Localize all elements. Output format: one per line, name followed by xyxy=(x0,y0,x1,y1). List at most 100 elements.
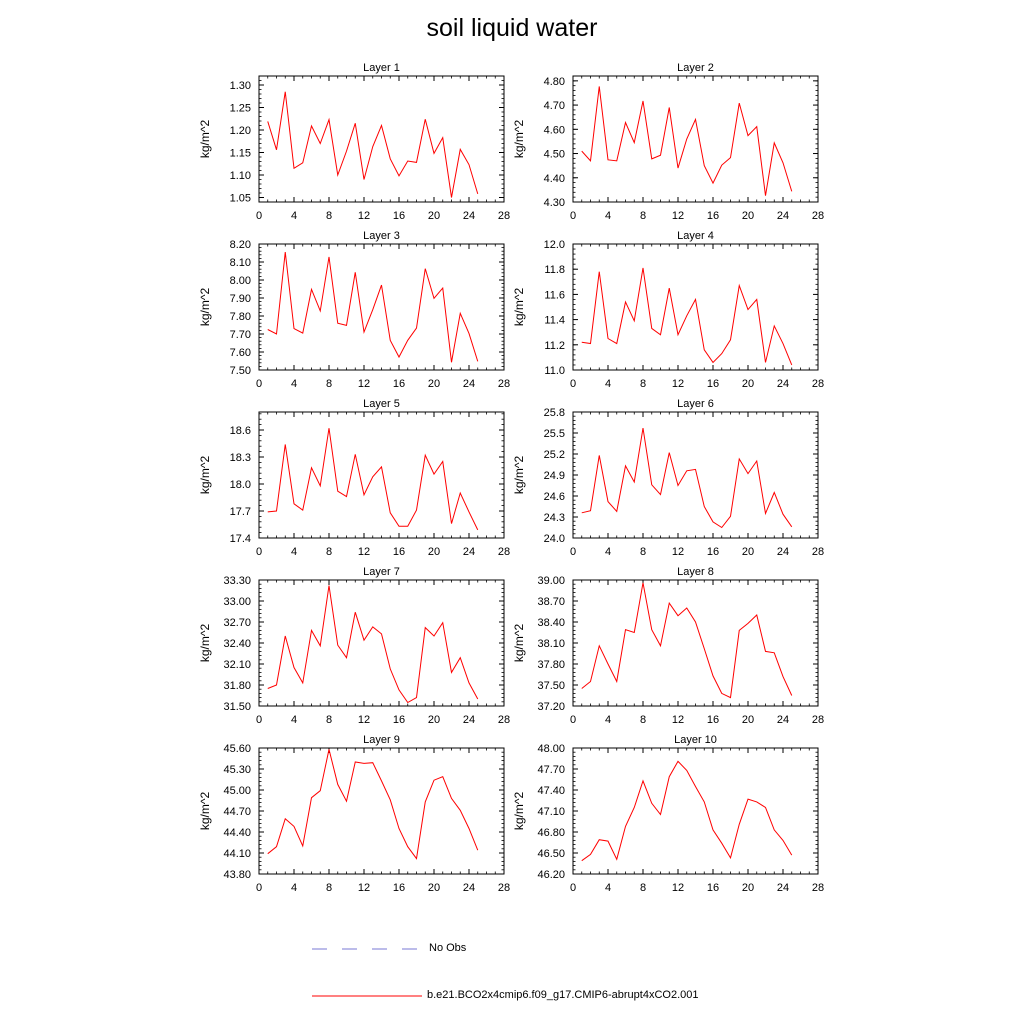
x-tick-label: 20 xyxy=(742,210,754,222)
x-tick-label: 12 xyxy=(358,378,370,390)
x-tick-label: 20 xyxy=(428,882,440,894)
panel-title: Layer 5 xyxy=(363,398,400,410)
layer-3-panel: Layer 3 0 4 8 12 16 20 24 28 7.50 7.60 7.70 7.80 7.90… xyxy=(198,230,510,390)
panel-title: Layer 2 xyxy=(677,62,714,74)
y-tick-label: 1.30 xyxy=(230,80,251,92)
x-tick-label: 16 xyxy=(393,210,405,222)
plot-frame xyxy=(258,411,505,539)
y-tick-label: 38.10 xyxy=(537,638,565,650)
x-tick-label: 8 xyxy=(640,882,646,894)
x-tick-label: 28 xyxy=(812,378,824,390)
y-tick-label: 32.40 xyxy=(223,638,251,650)
y-tick-label: 38.70 xyxy=(537,596,565,608)
x-tick-label: 16 xyxy=(393,714,405,726)
x-tick-label: 24 xyxy=(777,882,789,894)
series-line-1 xyxy=(267,585,479,704)
x-tick-label: 8 xyxy=(640,378,646,390)
x-tick-label: 24 xyxy=(463,378,475,390)
x-tick-label: 0 xyxy=(570,882,576,894)
y-tick-label: 32.70 xyxy=(223,617,251,629)
y-tick-label: 45.00 xyxy=(223,785,251,797)
legend-no-obs-label: No Obs xyxy=(429,942,467,954)
y-tick-label: 4.50 xyxy=(544,149,565,161)
layer-7-panel: Layer 7 0 4 8 12 16 20 24 28 31.50 31.80 32.10 32.40… xyxy=(198,566,510,726)
layer-2-panel: Layer 2 0 4 8 12 16 20 24 28 4.30 4.40 4.50 4.60 4.70… xyxy=(512,62,824,222)
y-tick-label: 7.80 xyxy=(230,311,251,323)
x-tick-label: 16 xyxy=(393,546,405,558)
y-tick-label: 46.20 xyxy=(537,869,565,881)
x-tick-label: 28 xyxy=(498,882,510,894)
x-tick-label: 12 xyxy=(672,714,684,726)
x-tick-label: 12 xyxy=(672,210,684,222)
x-tick-label: 12 xyxy=(358,714,370,726)
y-tick-label: 11.2 xyxy=(544,340,565,352)
y-tick-label: 1.25 xyxy=(230,103,251,115)
layer-9-panel: Layer 9 0 4 8 12 16 20 24 28 43.80 44.10 44.40 44.70… xyxy=(198,734,510,894)
panel-title: Layer 1 xyxy=(363,62,400,74)
y-axis-label: kg/m^2 xyxy=(198,120,212,159)
x-tick-label: 28 xyxy=(498,546,510,558)
y-tick-label: 4.60 xyxy=(544,124,565,136)
panel-title: Layer 7 xyxy=(363,566,400,578)
x-tick-label: 12 xyxy=(672,882,684,894)
x-tick-label: 0 xyxy=(256,546,262,558)
x-tick-label: 28 xyxy=(812,546,824,558)
x-tick-label: 28 xyxy=(812,882,824,894)
legend-model-run-swatch xyxy=(312,995,422,997)
x-tick-label: 12 xyxy=(358,882,370,894)
layer-1-panel: Layer 1 0 4 8 12 16 20 24 28 1.05 1.10 1.15 1.20 1.25… xyxy=(198,62,510,222)
y-tick-label: 45.60 xyxy=(223,743,251,755)
x-tick-label: 24 xyxy=(463,882,475,894)
y-tick-label: 47.40 xyxy=(537,785,565,797)
x-tick-label: 0 xyxy=(256,882,262,894)
x-tick-label: 28 xyxy=(812,210,824,222)
legend-model-run-label: b.e21.BCO2x4cmip6.f09_g17.CMIP6-abrupt4x… xyxy=(427,989,699,1001)
y-tick-label: 31.80 xyxy=(223,680,251,692)
plot-frame xyxy=(572,747,819,875)
plot-frame xyxy=(572,243,819,371)
panel-title: Layer 6 xyxy=(677,398,714,410)
y-tick-label: 37.80 xyxy=(537,659,565,671)
x-tick-label: 16 xyxy=(707,882,719,894)
y-tick-label: 47.10 xyxy=(537,806,565,818)
x-tick-label: 4 xyxy=(291,210,297,222)
series-line-1 xyxy=(267,749,479,860)
x-tick-label: 28 xyxy=(498,210,510,222)
series-line-1 xyxy=(581,86,793,196)
y-tick-label: 1.20 xyxy=(230,125,251,137)
y-tick-label: 24.3 xyxy=(544,512,565,524)
y-tick-label: 46.50 xyxy=(537,848,565,860)
y-tick-label: 47.70 xyxy=(537,764,565,776)
y-axis-label: kg/m^2 xyxy=(512,624,526,663)
y-tick-label: 18.6 xyxy=(230,425,251,437)
x-tick-label: 8 xyxy=(326,546,332,558)
y-tick-label: 7.60 xyxy=(230,347,251,359)
series-line-1 xyxy=(267,428,479,531)
x-tick-label: 12 xyxy=(358,546,370,558)
layer-10-panel: Layer 10 0 4 8 12 16 20 24 28 46.20 46.50 46.80 47.1… xyxy=(512,734,824,894)
y-tick-label: 48.00 xyxy=(537,743,565,755)
x-tick-label: 20 xyxy=(428,210,440,222)
panel-title: Layer 9 xyxy=(363,734,400,746)
series-line-1 xyxy=(581,582,793,699)
y-tick-label: 4.70 xyxy=(544,100,565,112)
plot-frame xyxy=(572,411,819,539)
y-tick-label: 39.00 xyxy=(537,575,565,587)
y-tick-label: 1.10 xyxy=(230,170,251,182)
legend-no-obs: No Obs xyxy=(312,941,512,957)
series-line-1 xyxy=(581,760,793,862)
y-tick-label: 7.70 xyxy=(230,329,251,341)
y-axis-label: kg/m^2 xyxy=(512,288,526,327)
x-tick-label: 12 xyxy=(358,210,370,222)
y-tick-label: 17.7 xyxy=(230,506,251,518)
y-tick-label: 11.4 xyxy=(544,315,565,327)
y-tick-label: 33.30 xyxy=(223,575,251,587)
series-line-1 xyxy=(267,91,479,198)
x-tick-label: 4 xyxy=(291,546,297,558)
x-tick-label: 24 xyxy=(777,378,789,390)
y-tick-label: 8.00 xyxy=(230,275,251,287)
x-tick-label: 4 xyxy=(605,882,611,894)
y-axis-label: kg/m^2 xyxy=(512,792,526,831)
x-tick-label: 28 xyxy=(498,714,510,726)
